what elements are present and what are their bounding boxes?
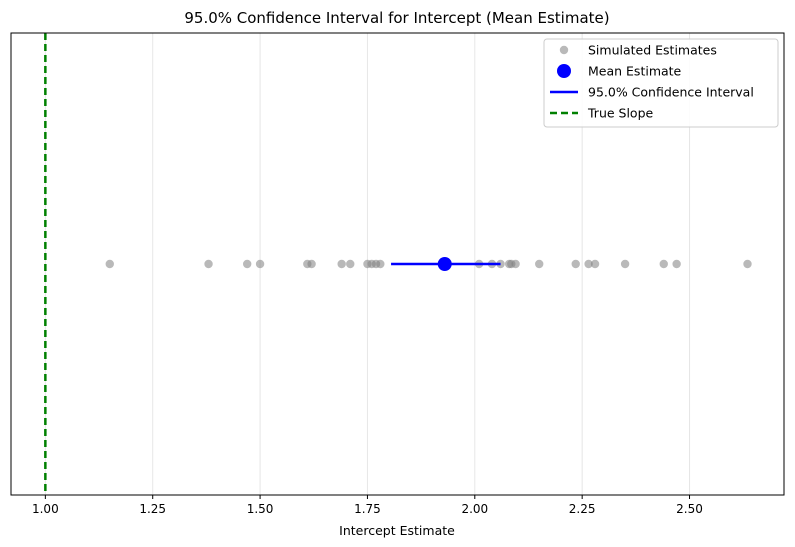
legend-label: Simulated Estimates xyxy=(588,43,717,58)
simulated-estimate-point xyxy=(743,259,752,269)
x-tick-label: 1.50 xyxy=(247,502,274,516)
x-tick-label: 2.00 xyxy=(461,502,488,516)
simulated-estimate-point xyxy=(242,259,252,269)
x-tick-label: 1.75 xyxy=(354,502,381,516)
simulated-estimate-point xyxy=(620,259,630,269)
simulated-estimate-point xyxy=(376,259,385,269)
x-axis-ticks: 1.00 1.25 1.50 1.75 2.00 2.25 2.50 xyxy=(32,495,703,516)
legend-label: Mean Estimate xyxy=(588,64,682,79)
simulated-estimate-point xyxy=(590,259,600,269)
simulated-estimate-point xyxy=(659,259,668,269)
x-tick-label: 1.00 xyxy=(32,502,59,516)
x-tick-label: 1.25 xyxy=(139,502,166,516)
plot-frame xyxy=(10,32,785,496)
legend-marker-mean xyxy=(557,64,571,78)
simulated-estimate-point xyxy=(511,259,520,269)
simulated-estimate-point xyxy=(535,259,544,269)
simulated-estimate-point xyxy=(584,259,593,269)
simulated-estimate-point xyxy=(204,259,213,269)
legend-marker-simulated xyxy=(559,45,569,55)
plot-data xyxy=(44,33,752,495)
legend-label: 95.0% Confidence Interval xyxy=(588,85,754,100)
simulated-estimate-point xyxy=(105,259,114,269)
mean-estimate-point xyxy=(437,257,452,271)
simulated-estimate-point xyxy=(255,259,265,269)
x-tick-label: 2.50 xyxy=(676,502,703,516)
simulated-estimate-point xyxy=(307,259,316,269)
legend: Simulated Estimates Mean Estimate 95.0% Co… xyxy=(543,38,779,128)
simulated-estimate-point xyxy=(346,259,355,269)
x-tick-label: 2.25 xyxy=(569,502,596,516)
chart-title: 95.0% Confidence Interval for Intercept … xyxy=(184,9,609,27)
simulated-estimate-point xyxy=(672,259,681,269)
x-axis-label: Intercept Estimate xyxy=(339,523,455,538)
legend-box xyxy=(543,38,779,128)
simulated-estimate-point xyxy=(337,259,346,269)
simulated-estimate-point xyxy=(571,259,580,269)
legend-label: True Slope xyxy=(587,106,654,121)
